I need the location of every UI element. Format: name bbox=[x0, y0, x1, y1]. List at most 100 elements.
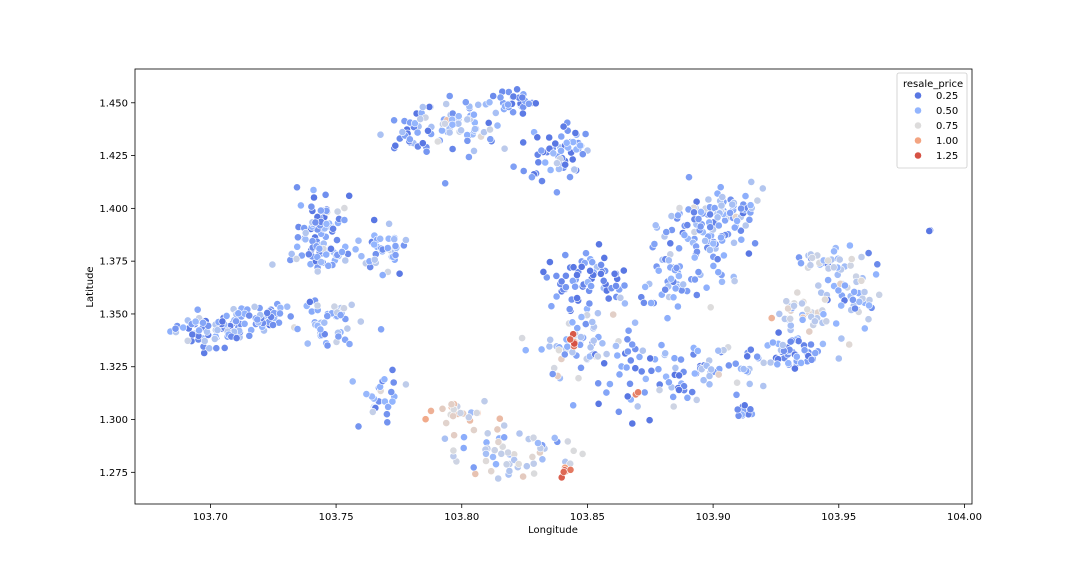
scatter-point bbox=[860, 288, 869, 296]
points-layer bbox=[166, 85, 934, 483]
scatter-point bbox=[416, 115, 425, 123]
x-tick-label: 103.85 bbox=[570, 512, 605, 523]
scatter-point bbox=[561, 160, 570, 169]
scatter-point bbox=[213, 326, 222, 334]
scatter-point bbox=[563, 437, 572, 446]
scatter-point bbox=[705, 372, 714, 380]
scatter-point bbox=[533, 133, 542, 142]
scatter-point bbox=[594, 309, 602, 318]
scatter-point bbox=[293, 325, 302, 333]
scatter-point bbox=[327, 244, 335, 253]
scatter-point bbox=[641, 374, 650, 383]
scatter-point bbox=[677, 355, 685, 364]
scatter-point bbox=[707, 365, 716, 374]
scatter-point bbox=[786, 337, 795, 346]
scatter-point bbox=[549, 149, 558, 158]
scatter-point bbox=[547, 302, 556, 311]
scatter-point bbox=[401, 380, 410, 389]
scatter-point bbox=[509, 92, 518, 101]
scatter-point bbox=[746, 345, 755, 354]
scatter-point bbox=[388, 365, 397, 374]
scatter-point bbox=[674, 302, 682, 311]
scatter-point bbox=[661, 285, 670, 294]
scatter-point bbox=[822, 317, 831, 326]
scatter-point bbox=[751, 239, 759, 248]
scatter-point bbox=[662, 228, 671, 236]
scatter-point bbox=[210, 334, 219, 343]
scatter-point bbox=[524, 99, 533, 108]
scatter-point bbox=[819, 339, 827, 348]
scatter-point bbox=[391, 141, 400, 150]
scatter-point bbox=[699, 376, 708, 385]
scatter-point bbox=[706, 210, 714, 219]
scatter-point bbox=[240, 319, 249, 328]
scatter-point bbox=[819, 310, 828, 319]
scatter-point bbox=[539, 267, 548, 276]
scatter-point bbox=[464, 153, 473, 161]
scatter-point bbox=[739, 365, 748, 373]
scatter-point bbox=[553, 159, 561, 168]
scatter-point bbox=[234, 309, 243, 318]
scatter-point bbox=[557, 132, 566, 141]
scatter-point bbox=[577, 333, 585, 341]
scatter-point bbox=[577, 363, 585, 372]
legend-marker bbox=[914, 136, 922, 145]
scatter-point bbox=[357, 252, 366, 261]
scatter-point bbox=[546, 166, 555, 174]
scatter-point bbox=[674, 211, 682, 220]
scatter-point bbox=[766, 358, 775, 367]
scatter-point bbox=[706, 223, 715, 232]
scatter-point bbox=[621, 299, 629, 308]
scatter-point bbox=[604, 294, 613, 303]
scatter-point bbox=[675, 244, 683, 253]
scatter-point bbox=[293, 183, 301, 192]
scatter-point bbox=[362, 390, 371, 398]
scatter-point bbox=[340, 304, 348, 313]
scatter-point bbox=[566, 173, 574, 181]
scatter-point bbox=[864, 249, 873, 257]
scatter-point bbox=[832, 319, 841, 328]
scatter-point bbox=[694, 268, 703, 276]
scatter-point bbox=[829, 263, 838, 272]
scatter-point bbox=[528, 452, 537, 461]
scatter-point bbox=[329, 224, 337, 233]
scatter-point bbox=[730, 223, 739, 232]
scatter-point bbox=[320, 330, 329, 339]
scatter-point bbox=[665, 378, 673, 387]
scatter-point bbox=[340, 216, 349, 224]
scatter-point bbox=[391, 251, 400, 259]
scatter-point bbox=[456, 409, 465, 417]
scatter-point bbox=[646, 354, 655, 363]
scatter-point bbox=[518, 93, 527, 102]
scatter-point bbox=[600, 253, 609, 262]
scatter-point bbox=[576, 141, 585, 150]
scatter-point bbox=[529, 433, 538, 442]
scatter-point bbox=[841, 281, 849, 290]
scatter-point bbox=[457, 126, 465, 135]
scatter-point bbox=[368, 407, 377, 416]
scatter-point bbox=[552, 271, 561, 280]
scatter-point bbox=[493, 121, 502, 130]
scatter-point bbox=[383, 244, 392, 252]
scatter-point bbox=[557, 146, 565, 155]
scatter-point bbox=[566, 335, 575, 344]
scatter-point bbox=[286, 312, 295, 321]
scatter-point bbox=[320, 318, 329, 327]
scatter-point bbox=[522, 462, 531, 471]
scatter-point bbox=[834, 286, 843, 295]
scatter-point bbox=[671, 284, 680, 293]
scatter-point bbox=[570, 165, 579, 174]
scatter-point bbox=[586, 343, 595, 352]
scatter-point bbox=[333, 236, 341, 244]
scatter-point bbox=[774, 328, 783, 337]
scatter-point bbox=[847, 255, 856, 263]
scatter-point bbox=[222, 311, 231, 320]
scatter-point bbox=[471, 469, 480, 478]
scatter-point bbox=[635, 352, 644, 361]
legend-title: resale_price bbox=[903, 79, 963, 90]
scatter-point bbox=[313, 301, 322, 310]
scatter-point bbox=[786, 321, 795, 330]
scatter-point bbox=[461, 98, 470, 107]
scatter-point bbox=[293, 242, 302, 251]
